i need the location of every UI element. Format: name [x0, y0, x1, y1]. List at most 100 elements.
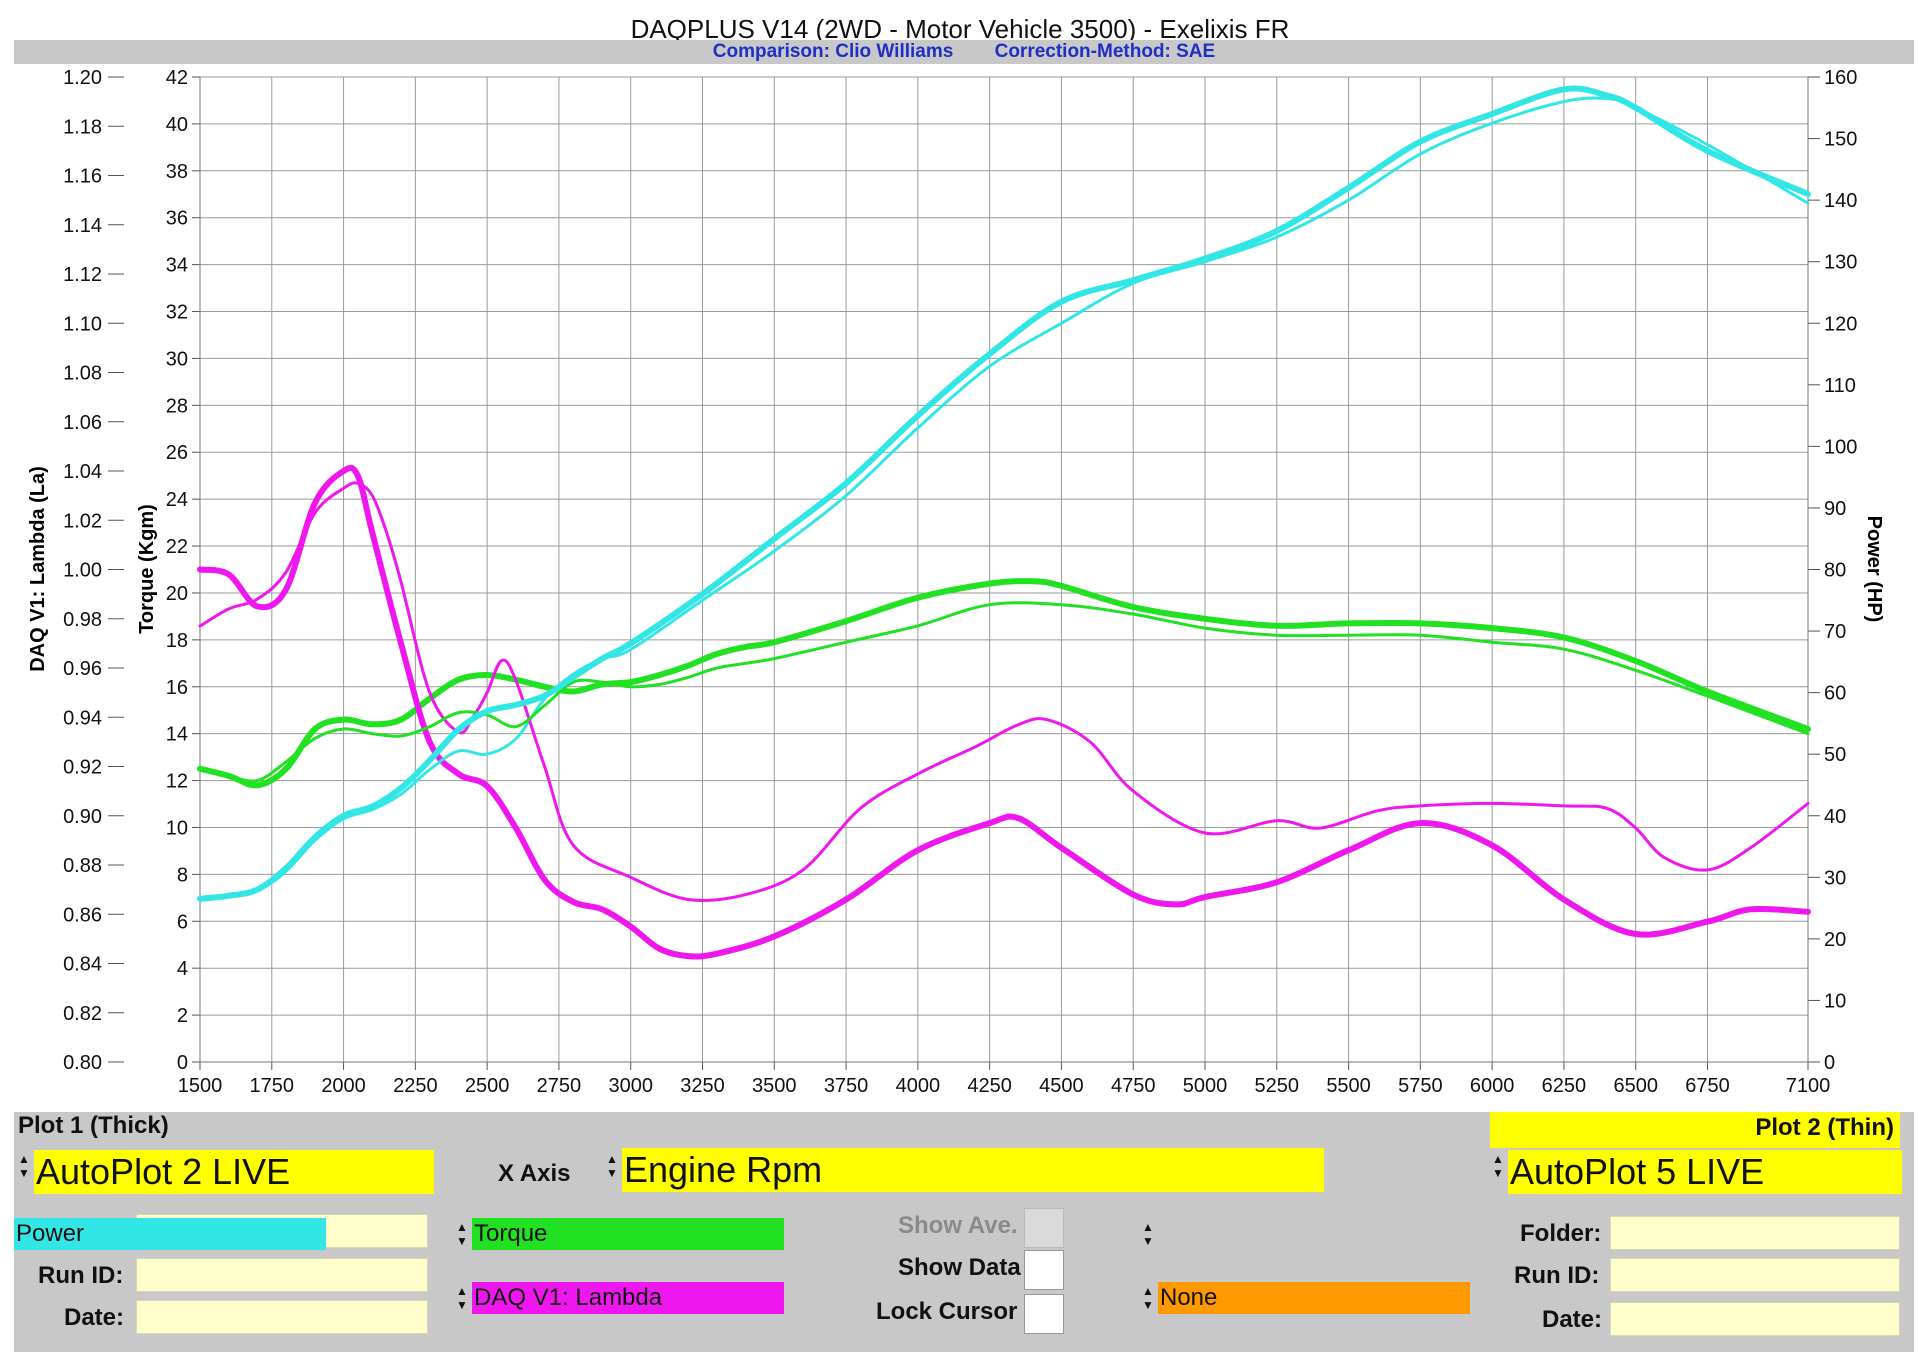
- lambda-tick-label: 1.06: [63, 412, 102, 434]
- torque-tick-label: 36: [166, 208, 188, 230]
- x-axis-spinner[interactable]: ▲ ▼: [606, 1152, 618, 1180]
- x-axis-select[interactable]: Engine Rpm: [622, 1148, 1324, 1192]
- power-tick-label: 120: [1824, 313, 1857, 335]
- folder-label-right: Folder:: [1520, 1220, 1602, 1247]
- runid-field-right[interactable]: [1610, 1258, 1900, 1292]
- channel1-spinner[interactable]: ▲ ▼: [456, 1220, 468, 1248]
- chart-axes: 1500 1750 2000 2250 2500 2750 3000 3250 3500 3750…: [63, 67, 1857, 1097]
- x-tick-label: 4500: [1039, 1075, 1084, 1097]
- torque-axis-label: Torque (Kgm): [136, 504, 158, 634]
- correction-label: Correction-Method: SAE: [994, 41, 1216, 62]
- channel3-spinner[interactable]: ▲ ▼: [1142, 1220, 1154, 1248]
- runid-field-left[interactable]: [136, 1258, 428, 1292]
- power-tick-label: 150: [1824, 129, 1857, 151]
- x-tick-label: 2750: [537, 1075, 582, 1097]
- date-label-left: Date:: [64, 1304, 125, 1331]
- dyno-chart: 1500 1750 2000 2250 2500 2750 3000 3250 3500 3750…: [27, 67, 1885, 1097]
- x-tick-label: 5750: [1398, 1075, 1443, 1097]
- daq-v1-lambda-thin-line: [198, 481, 1810, 903]
- plot1-spinner[interactable]: ▲ ▼: [18, 1152, 30, 1180]
- torque-tick-label: 26: [166, 442, 188, 464]
- power-axis-label: Power (HP): [1863, 516, 1885, 623]
- channel1-select[interactable]: Torque: [472, 1218, 784, 1250]
- x-tick-label: 6500: [1613, 1075, 1658, 1097]
- power-tick-label: 20: [1824, 929, 1846, 951]
- torque-tick-label: 16: [166, 677, 188, 699]
- x-tick-label: 7100: [1786, 1075, 1831, 1097]
- lambda-tick-label: 0.92: [63, 757, 102, 779]
- channel3-select[interactable]: Power: [14, 1218, 326, 1250]
- channel2-spinner[interactable]: ▲ ▼: [456, 1284, 468, 1312]
- torque-tick-label: 18: [166, 630, 188, 652]
- lambda-tick-label: 1.10: [63, 313, 102, 335]
- power-tick-label: 50: [1824, 744, 1846, 766]
- date-label-right: Date:: [1542, 1306, 1603, 1333]
- torque-tick-label: 6: [177, 911, 188, 933]
- x-tick-label: 2000: [321, 1075, 366, 1097]
- lambda-tick-label: 1.16: [63, 166, 102, 188]
- subtitle-bar: Comparison: Clio Williams Correction-Met…: [14, 40, 1914, 64]
- lambda-tick-label: 0.80: [63, 1052, 102, 1074]
- x-tick-label: 6000: [1470, 1075, 1515, 1097]
- torque-tick-label: 38: [166, 161, 188, 183]
- folder-field-right[interactable]: [1610, 1216, 1900, 1250]
- lambda-tick-label: 0.94: [63, 707, 102, 729]
- lambda-tick-label: 1.04: [63, 461, 102, 483]
- torque-tick-label: 4: [177, 958, 188, 980]
- x-tick-label: 3750: [824, 1075, 869, 1097]
- date-field-left[interactable]: [136, 1300, 428, 1334]
- lambda-tick-label: 0.82: [63, 1003, 102, 1025]
- torque-tick-label: 2: [177, 1005, 188, 1027]
- power-tick-label: 140: [1824, 190, 1857, 212]
- channel4-spinner[interactable]: ▲ ▼: [1142, 1284, 1154, 1312]
- plot2-select[interactable]: AutoPlot 5 LIVE: [1508, 1150, 1902, 1194]
- x-tick-label: 3250: [680, 1075, 725, 1097]
- power-tick-label: 90: [1824, 498, 1846, 520]
- runid-label-left: Run ID:: [38, 1262, 124, 1289]
- torque-tick-label: 40: [166, 114, 188, 136]
- x-tick-label: 3000: [608, 1075, 653, 1097]
- channel2-select[interactable]: DAQ V1: Lambda: [472, 1282, 784, 1314]
- lock-cursor-checkbox[interactable]: [1024, 1294, 1064, 1334]
- power-tick-label: 10: [1824, 990, 1846, 1012]
- torque-tick-label: 12: [166, 771, 188, 793]
- plot1-select[interactable]: AutoPlot 2 LIVE: [34, 1150, 434, 1194]
- torque-thin-line: [198, 601, 1810, 783]
- torque-tick-label: 32: [166, 302, 188, 324]
- torque-tick-label: 14: [166, 724, 188, 746]
- runid-label-right: Run ID:: [1514, 1262, 1600, 1289]
- x-tick-label: 2250: [393, 1075, 438, 1097]
- lambda-axis-label: DAQ V1: Lambda (La): [27, 466, 49, 672]
- torque-tick-label: 8: [177, 864, 188, 886]
- torque-thick-line: [197, 578, 1811, 789]
- chart-series: [197, 85, 1811, 960]
- torque-tick-label: 28: [166, 395, 188, 417]
- lambda-tick-label: 0.96: [63, 658, 102, 680]
- torque-tick-label: 34: [166, 255, 188, 277]
- lambda-tick-label: 0.88: [63, 855, 102, 877]
- lambda-tick-label: 1.02: [63, 510, 102, 532]
- x-tick-label: 3500: [752, 1075, 797, 1097]
- power-tick-label: 160: [1824, 67, 1857, 89]
- lambda-tick-label: 1.12: [63, 264, 102, 286]
- lambda-tick-label: 1.20: [63, 67, 102, 89]
- channel4-select[interactable]: None: [1158, 1282, 1470, 1314]
- lambda-tick-label: 0.98: [63, 609, 102, 631]
- lock-cursor-label: Lock Cursor: [876, 1298, 1018, 1325]
- power-tick-label: 100: [1824, 436, 1857, 458]
- control-panel: Plot 1 (Thick) ▲▼ AutoPlot 2 LIVE Folder…: [14, 1112, 1914, 1352]
- lambda-tick-label: 1.18: [63, 116, 102, 138]
- show-data-checkbox[interactable]: [1024, 1250, 1064, 1290]
- x-tick-label: 6750: [1685, 1075, 1730, 1097]
- torque-tick-label: 0: [177, 1052, 188, 1074]
- show-data-label: Show Data: [898, 1254, 1021, 1281]
- x-tick-label: 5500: [1326, 1075, 1371, 1097]
- power-tick-label: 80: [1824, 560, 1846, 582]
- x-tick-label: 1750: [250, 1075, 295, 1097]
- show-ave-checkbox[interactable]: [1024, 1208, 1064, 1248]
- comparison-label: Comparison: Clio Williams: [712, 41, 954, 62]
- plot1-label: Plot 1 (Thick): [18, 1112, 169, 1139]
- power-tick-label: 40: [1824, 806, 1846, 828]
- date-field-right[interactable]: [1610, 1302, 1900, 1336]
- plot2-spinner[interactable]: ▲ ▼: [1492, 1152, 1504, 1180]
